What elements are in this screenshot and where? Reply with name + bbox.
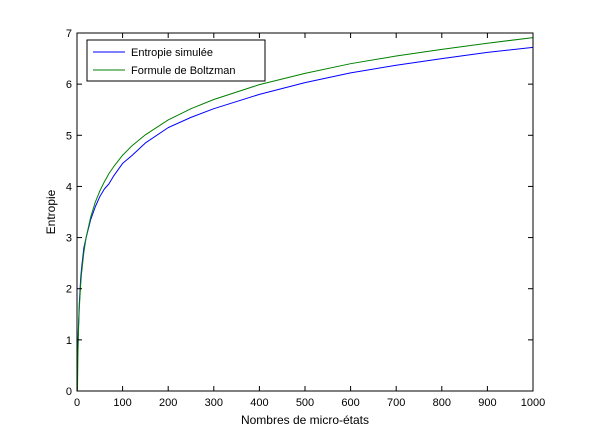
x-tick-label: 100 [113,397,131,409]
y-tick-label: 7 [66,28,72,40]
x-tick-label: 1000 [521,397,545,409]
y-tick-label: 4 [66,181,72,193]
y-tick-label: 3 [66,233,72,245]
legend-entry-label: Entropie simulée [131,47,213,59]
y-axis-label: Entropie [44,189,58,234]
x-axis-label: Nombres de micro-états [241,413,369,427]
x-tick-label: 0 [74,397,80,409]
series-line-1 [77,46,534,351]
x-tick-label: 300 [205,397,223,409]
y-tick-label: 0 [66,386,72,398]
axes-layer: 0 100 200 300 400 500 600 700 800 900 1000 0 1 2 3 4 5 6 7 [66,28,545,409]
y-tick-label: 6 [66,79,72,91]
x-tick-label: 200 [159,397,177,409]
legend-entry-label: Formule de Boltzman [131,65,236,77]
x-tick-label: 900 [478,397,496,409]
y-tick-label: 5 [66,130,72,142]
legend: Entropie simulée Formule de Boltzman [86,39,266,82]
plot-area [77,33,533,391]
x-tick-label: 600 [341,397,359,409]
y-tick-label: 1 [66,335,72,347]
series-layer [76,37,534,392]
legend-box [86,39,266,82]
x-tick-label: 400 [250,397,268,409]
x-tick-label: 500 [296,397,314,409]
y-tick-label: 2 [66,284,72,296]
x-tick-label: 800 [433,397,451,409]
x-tick-label: 700 [387,397,405,409]
series-line-2 [76,37,534,392]
